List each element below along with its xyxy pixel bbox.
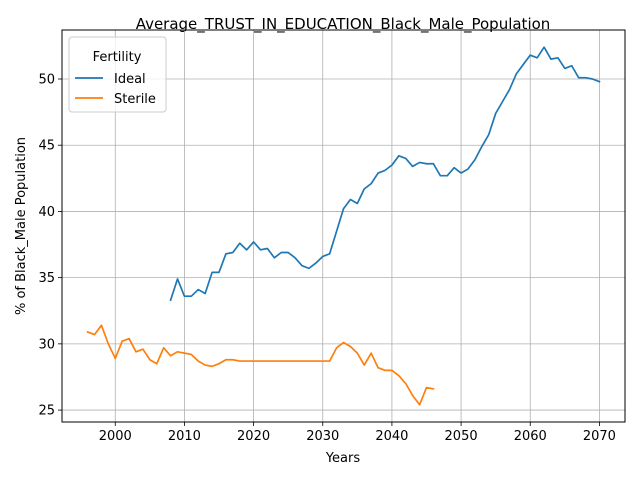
- y-tick-label: 35: [38, 271, 55, 286]
- x-tick-label: 2010: [168, 429, 201, 444]
- x-tick-label: 2060: [514, 429, 547, 444]
- y-axis-label: % of Black_Male Population: [14, 137, 29, 315]
- x-axis-ticks: 2000 2010 2020 2030 2040 2050 2060 2070: [99, 422, 616, 444]
- series-layer: [86, 46, 601, 406]
- plot-frame: [61, 29, 626, 423]
- legend-label-sterile: Sterile: [114, 92, 156, 107]
- y-tick-label: 45: [38, 139, 55, 154]
- y-tick-label: 30: [38, 337, 55, 352]
- x-tick-label: 2000: [99, 429, 132, 444]
- x-tick-label: 2030: [306, 429, 339, 444]
- x-tick-label: 2020: [237, 429, 270, 444]
- y-tick-label: 25: [38, 404, 55, 419]
- x-tick-label: 2050: [445, 429, 478, 444]
- grid-lines: [62, 30, 625, 422]
- x-tick-label: 2070: [583, 429, 616, 444]
- chart-title: Average_TRUST_IN_EDUCATION_Black_Male_Po…: [136, 15, 551, 34]
- y-tick-label: 40: [38, 205, 55, 220]
- legend-title: Fertility: [93, 50, 142, 65]
- legend-box: [68, 36, 167, 113]
- x-tick-label: 2040: [375, 429, 408, 444]
- series-line-sterile: [86, 324, 435, 406]
- series-line-ideal: [169, 46, 601, 302]
- y-axis-ticks: 25 30 35 40 45 50: [38, 73, 62, 419]
- x-axis-label: Years: [325, 451, 361, 466]
- y-tick-label: 50: [38, 73, 55, 88]
- legend: Fertility Ideal Sterile: [68, 36, 167, 113]
- legend-label-ideal: Ideal: [114, 72, 146, 87]
